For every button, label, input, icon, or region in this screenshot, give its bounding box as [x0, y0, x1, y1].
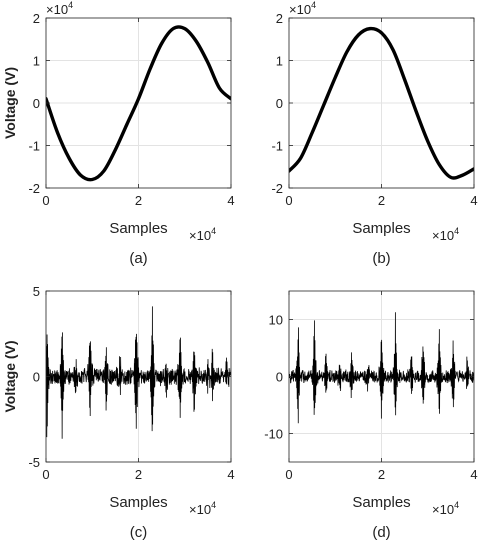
series-line-a	[46, 25, 231, 182]
y-tick-label: 2	[33, 11, 40, 26]
x-axis-label: Samples	[109, 220, 167, 237]
x-tick-label: 0	[42, 467, 49, 482]
x-axis-multiplier: ×104	[189, 226, 216, 243]
x-tick-label: 4	[227, 467, 234, 482]
x-tick-label: 4	[227, 193, 234, 208]
x-tick-label: 2	[378, 467, 385, 482]
y-axis-label: Voltage (V)	[2, 67, 18, 139]
y-tick-label: 10	[269, 313, 283, 328]
y-tick-label: 1	[33, 54, 40, 69]
y-tick-label: 0	[276, 96, 283, 111]
x-axis-label: Samples	[352, 220, 410, 237]
x-tick-label: 2	[378, 193, 385, 208]
panel-d: 0 2 4 -10 0 10 Samples ×104 (d)	[264, 290, 478, 540]
y-tick-label: 0	[33, 370, 40, 385]
y-tick-label: -10	[264, 427, 283, 442]
x-axis-label: Samples	[352, 494, 410, 511]
y-tick-label: -2	[28, 181, 40, 196]
y-tick-label: 2	[276, 11, 283, 26]
y-tick-label: -1	[28, 139, 40, 154]
x-tick-label: 0	[285, 193, 292, 208]
x-tick-label: 2	[135, 467, 142, 482]
y-tick-label: 0	[276, 370, 283, 385]
y-tick-label: 0	[33, 96, 40, 111]
panel-caption: (d)	[372, 524, 390, 540]
series-line-d	[289, 312, 474, 424]
y-tick-label: -5	[28, 455, 40, 470]
y-tick-label: 5	[33, 284, 40, 299]
x-tick-label: 4	[470, 467, 477, 482]
y-tick-label: 1	[276, 54, 283, 69]
x-tick-label: 0	[42, 193, 49, 208]
y-axis-multiplier: ×104	[289, 0, 316, 17]
series-line-c	[46, 306, 231, 439]
y-tick-label: -1	[271, 139, 283, 154]
x-axis-multiplier: ×104	[432, 500, 459, 517]
panel-caption: (c)	[130, 524, 148, 540]
x-axis-multiplier: ×104	[432, 226, 459, 243]
y-tick-label: -2	[271, 181, 283, 196]
x-tick-label: 0	[285, 467, 292, 482]
panel-caption: (a)	[129, 250, 147, 267]
panel-caption: (b)	[372, 250, 390, 267]
panel-b: 0 2 4 -2 -1 0 1 2 Samples ×104 ×104 (b)	[271, 0, 477, 267]
panel-a: 0 2 4 -2 -1 0 1 2 Samples ×104 ×104 Voltage (V) (a)	[2, 0, 235, 267]
y-axis-multiplier: ×104	[46, 0, 73, 17]
x-axis-label: Samples	[109, 494, 167, 511]
y-axis-label: Voltage (V)	[2, 340, 18, 412]
x-tick-label: 4	[470, 193, 477, 208]
series-line-b	[289, 26, 474, 180]
x-axis-multiplier: ×104	[189, 500, 216, 517]
x-tick-label: 2	[135, 193, 142, 208]
